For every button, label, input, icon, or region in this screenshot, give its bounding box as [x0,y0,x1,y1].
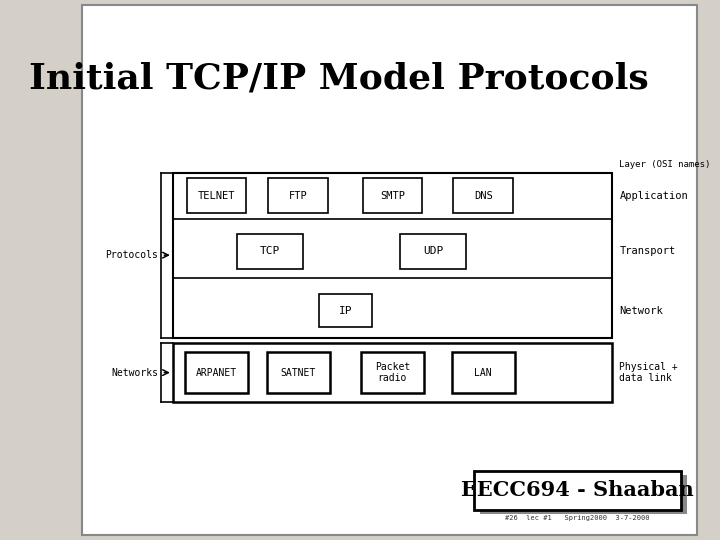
FancyBboxPatch shape [480,475,687,514]
Text: ARPANET: ARPANET [196,368,237,377]
Text: LAN: LAN [474,368,492,377]
Text: TCP: TCP [260,246,280,256]
Text: SMTP: SMTP [380,191,405,201]
FancyBboxPatch shape [400,234,466,269]
FancyBboxPatch shape [454,178,513,213]
FancyBboxPatch shape [173,173,612,338]
Text: #26  lec #1   Spring2000  3-7-2000: #26 lec #1 Spring2000 3-7-2000 [505,515,649,522]
FancyBboxPatch shape [187,178,246,213]
Text: EECC694 - Shaaban: EECC694 - Shaaban [461,480,694,501]
Text: DNS: DNS [474,191,492,201]
Text: Initial TCP/IP Model Protocols: Initial TCP/IP Model Protocols [29,62,649,95]
Text: FTP: FTP [289,191,307,201]
FancyBboxPatch shape [269,178,328,213]
Text: Network: Network [619,306,663,315]
FancyBboxPatch shape [82,5,696,535]
Text: Packet
radio: Packet radio [374,362,410,383]
FancyBboxPatch shape [237,234,303,269]
Text: TELNET: TELNET [198,191,235,201]
Text: Layer (OSI names): Layer (OSI names) [619,160,711,169]
FancyBboxPatch shape [452,352,515,393]
Text: Application: Application [619,191,688,201]
FancyBboxPatch shape [185,352,248,393]
FancyBboxPatch shape [319,294,372,327]
Text: UDP: UDP [423,246,444,256]
FancyBboxPatch shape [173,343,612,402]
Text: Protocols: Protocols [105,250,158,260]
FancyBboxPatch shape [362,178,422,213]
FancyBboxPatch shape [474,471,681,510]
Text: Physical +
data link: Physical + data link [619,362,678,383]
Text: Networks: Networks [112,368,158,377]
Text: SATNET: SATNET [281,368,316,377]
FancyBboxPatch shape [267,352,330,393]
Text: Transport: Transport [619,246,675,256]
FancyBboxPatch shape [361,352,423,393]
Text: IP: IP [338,306,352,315]
